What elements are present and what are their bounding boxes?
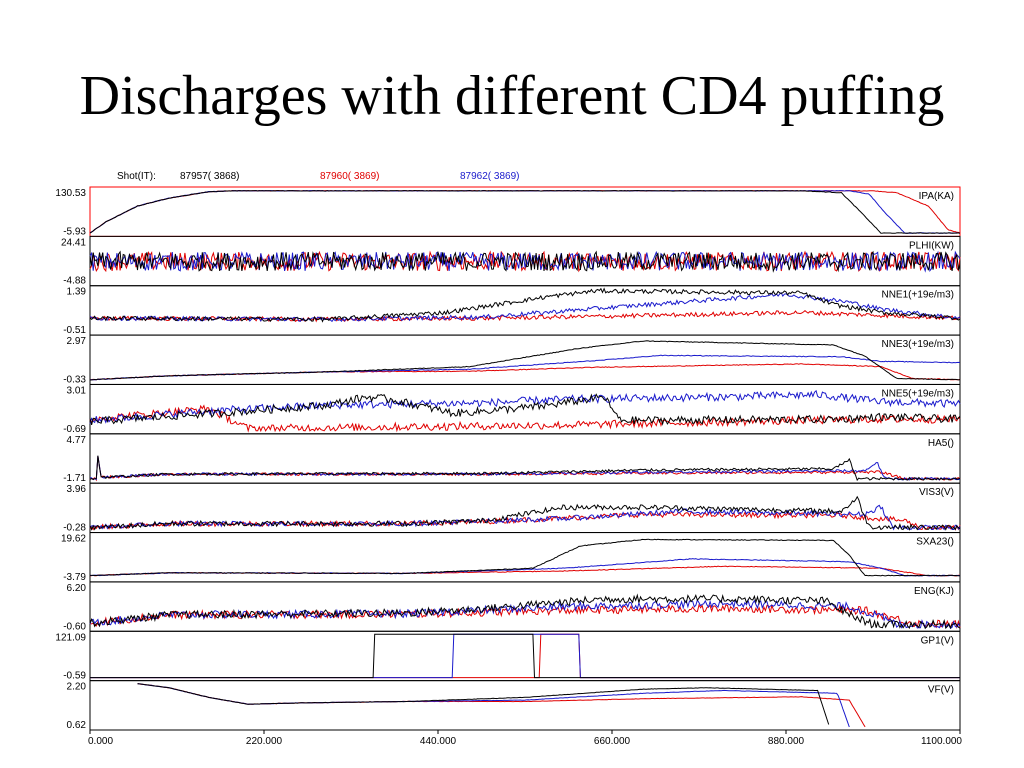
series-line-nne1-19e-m3-1 [89,310,961,323]
panel-ymax-nne3-19e-m3: 2.97 [67,336,87,347]
x-tick-label-4: 880.000 [768,736,805,747]
x-tick-label-2: 440.000 [420,736,457,747]
series-line-eng-kj-0 [89,593,961,630]
panel-ymin-nne1-19e-m3: -0.51 [63,325,86,336]
shot-legend-2: 87962( 3869) [460,171,520,182]
x-tick-label-3: 660.000 [594,736,631,747]
panel-label-nne1-19e-m3: NNE1(+19e/m3) [881,290,954,301]
panel-label-gp1-v: GP1(V) [921,635,954,646]
series-line-vis3-v-0 [89,495,961,531]
panel-ymax-vis3-v: 3.96 [67,484,87,495]
series-line-nne1-19e-m3-0 [89,287,961,323]
panel-frame-ipa-ka [89,186,961,237]
shot-header-label: Shot(IT): [117,171,156,182]
series-line-nne5-19e-m3-0 [89,393,961,426]
panel-label-nne5-19e-m3: NNE5(+19e/m3) [881,388,954,399]
panel-ymin-sxa23: -3.79 [63,572,86,583]
panel-label-ha5: HA5() [928,438,954,449]
series-line-vf-v-2 [137,683,850,728]
series-line-eng-kj-1 [89,603,961,629]
panel-label-vis3-v: VIS3(V) [919,487,954,498]
panel-frame-ha5 [89,433,961,484]
panel-ymin-nne5-19e-m3: -0.69 [63,424,86,435]
panel-ymax-plhi-kw: 24.41 [61,237,86,248]
panel-ymax-ha5: 4.77 [67,435,87,446]
panel-label-ipa-ka: IPA(KA) [919,191,954,202]
series-line-vf-v-1 [137,683,866,728]
series-line-nne3-19e-m3-0 [89,340,961,381]
panel-frame-nne1-19e-m3 [89,285,961,336]
panel-ymax-ipa-ka: 130.53 [55,188,86,199]
shot-legend-1: 87960( 3869) [320,171,380,182]
panel-ymax-nne5-19e-m3: 3.01 [67,385,87,396]
x-tick-label-5: 1100.000 [921,736,962,747]
panel-label-sxa23: SXA23() [916,537,954,548]
slide-title: Discharges with different CD4 puffing [79,65,945,127]
panel-label-nne3-19e-m3: NNE3(+19e/m3) [881,339,954,350]
x-tick-label-0: 0.000 [88,736,113,747]
series-line-plhi-kw-0 [89,250,961,273]
panel-ymin-ipa-ka: -5.93 [63,226,86,237]
series-line-sxa23-1 [89,565,961,577]
panel-ymin-vf-v: 0.62 [67,720,87,731]
panel-ymax-nne1-19e-m3: 1.39 [67,287,87,298]
shot-legend-0: 87957( 3868) [180,171,240,182]
panel-ymin-ha5: -1.71 [63,473,86,484]
series-line-ha5-1 [89,456,961,482]
panel-ymin-gp1-v: -0.59 [63,671,86,682]
panel-label-vf-v: VF(V) [928,685,954,696]
series-line-gp1-v-0 [90,633,960,679]
series-line-nne5-19e-m3-1 [89,404,961,433]
series-line-sxa23-0 [90,538,960,577]
series-line-nne1-19e-m3-2 [89,292,961,323]
panel-ymin-vis3-v: -0.28 [63,523,86,534]
panel-ymax-sxa23: 19.62 [61,534,86,545]
panel-frame-gp1-v [89,630,961,682]
panel-label-plhi-kw: PLHI(KW) [909,240,954,251]
panel-frame-vf-v [89,680,961,731]
series-line-ha5-0 [89,455,961,482]
series-line-vf-v-0 [137,683,830,725]
panel-ymin-plhi-kw: -4.88 [63,276,86,287]
series-line-nne5-19e-m3-2 [89,389,961,424]
series-line-ipa-ka-0 [89,189,961,234]
series-line-ha5-2 [89,455,961,481]
panel-ymin-eng-kj: -0.60 [63,621,86,632]
series-line-gp1-v-1 [90,633,960,679]
series-line-gp1-v-2 [90,633,960,679]
series-line-ipa-ka-1 [89,189,961,234]
x-tick-label-1: 220.000 [246,736,283,747]
series-line-nne3-19e-m3-1 [89,363,961,381]
series-line-nne3-19e-m3-2 [90,354,961,381]
panel-ymax-vf-v: 2.20 [67,682,87,693]
panel-ymax-gp1-v: 121.09 [55,632,86,643]
panel-ymin-nne3-19e-m3: -0.33 [63,374,86,385]
panel-ymax-eng-kj: 6.20 [67,583,87,594]
panel-frame-sxa23 [89,532,961,583]
panel-label-eng-kj: ENG(KJ) [914,586,954,597]
panel-frame-nne3-19e-m3 [89,334,961,385]
series-line-ipa-ka-2 [89,189,961,234]
